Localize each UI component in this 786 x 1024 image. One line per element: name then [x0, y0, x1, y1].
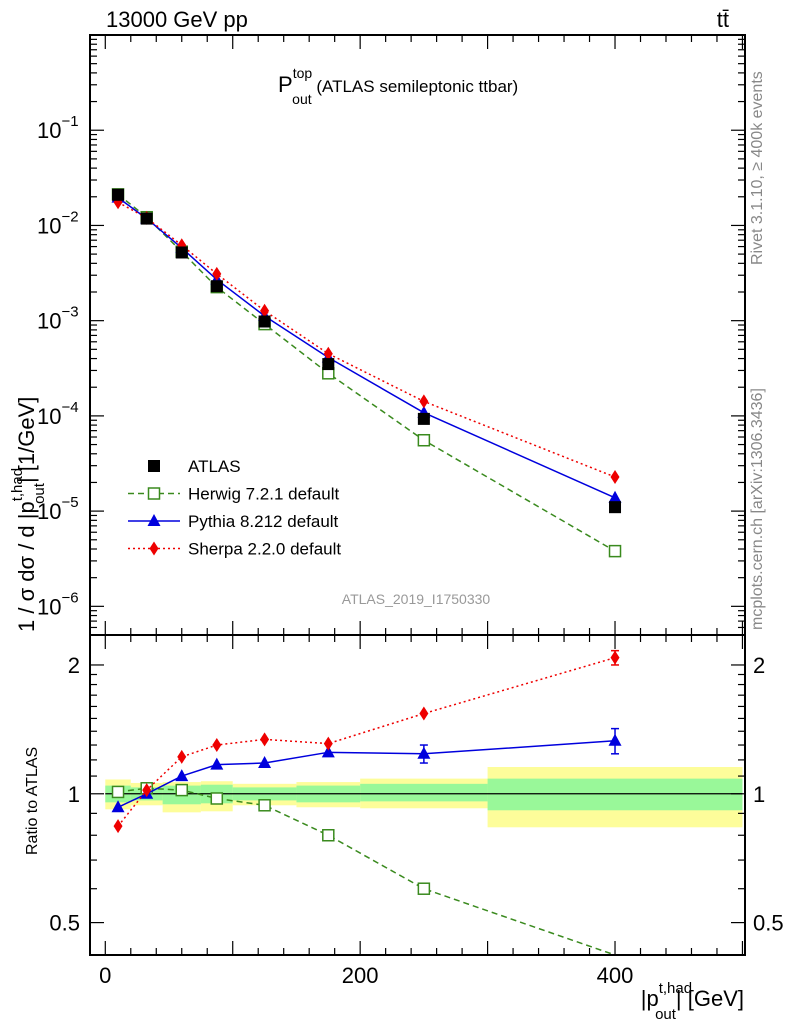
- sherpa-ratio-point: [323, 736, 333, 751]
- sherpa-ratio-point: [610, 650, 620, 665]
- main-axes: 10−6 10−5 10−4 10−3 10−2 10−1: [37, 34, 745, 636]
- atlas-point: [258, 315, 271, 328]
- pythia-ratio-point: [608, 733, 622, 746]
- sherpa-point: [610, 470, 620, 485]
- atlas-point: [417, 412, 430, 425]
- atlas-legend-marker: [148, 460, 160, 472]
- sherpa-ratio-point: [419, 706, 429, 721]
- sherpa-legend-label: Sherpa 2.2.0 default: [188, 540, 341, 559]
- legend: ATLAS Herwig 7.2.1 default Pythia 8.212 de…: [128, 457, 341, 559]
- pythia-ratio-point: [258, 756, 272, 769]
- pythia-ratio-point: [111, 800, 125, 813]
- pythia-legend-marker: [147, 514, 161, 526]
- sherpa-point: [260, 303, 270, 318]
- main-title: Ptop out (ATLAS semileptonic ttbar): [278, 65, 518, 107]
- herwig-ratio-point: [175, 783, 189, 797]
- sherpa-ratio-point: [260, 732, 270, 747]
- herwig-point: [417, 433, 431, 447]
- analysis-id-label: ATLAS_2019_I1750330: [342, 591, 491, 607]
- sherpa-point: [419, 394, 429, 409]
- atlas-point: [140, 212, 153, 225]
- herwig-ratio-point: [210, 792, 224, 805]
- ratio-y-tick-label: 2: [68, 653, 80, 678]
- herwig-ratio-point: [258, 799, 271, 812]
- main-y-tick-label: 10−4: [37, 399, 79, 429]
- ratio-y-axis-label: Ratio to ATLAS: [24, 747, 41, 855]
- ratio-y-tick-label: 1: [68, 782, 80, 807]
- atlas-point: [322, 358, 335, 371]
- x-tick-label: 200: [342, 963, 379, 988]
- sherpa-ratio-point: [113, 819, 123, 834]
- sherpa-point: [212, 266, 222, 281]
- main-y-tick-label: 10−3: [37, 304, 79, 334]
- main-y-tick-label: 10−2: [37, 208, 79, 238]
- atlas-legend-label: ATLAS: [188, 457, 241, 476]
- pythia-legend-label: Pythia 8.212 default: [188, 512, 339, 531]
- pythia-ratio-line: [117, 740, 616, 808]
- herwig-point: [608, 544, 622, 558]
- sherpa-ratio-point: [177, 749, 187, 764]
- ratio-y-tick-label-right: 0.5: [753, 911, 784, 936]
- main-y-axis-label: 1 / σ dσ / d |pt,had out| [1/GeV]: [9, 397, 48, 632]
- x-tick-label: 400: [597, 963, 634, 988]
- sherpa-ratio-line: [117, 656, 616, 827]
- x-axis-label: |pt,had out| [GeV]: [641, 980, 744, 1023]
- ratio-series-layer: [111, 649, 622, 956]
- ratio-axes: 0.5 0.5 1 1 2 2 0 200 400: [49, 635, 784, 988]
- ratio-plot-frame: [89, 634, 746, 956]
- pythia-line: [117, 197, 616, 499]
- herwig-ratio-point: [322, 829, 335, 842]
- sherpa-legend-marker: [149, 541, 159, 556]
- mcplots-label: mcplots.cern.ch [arXiv:1306.3436]: [749, 388, 766, 630]
- main-y-tick-label: 10−6: [37, 589, 79, 619]
- atlas-point: [175, 246, 188, 259]
- energy-label: 13000 GeV pp: [106, 7, 248, 32]
- x-tick-label: 0: [99, 963, 111, 988]
- process-label: tt̄: [717, 7, 729, 32]
- pythia-ratio-point: [210, 757, 224, 770]
- pythia-point: [608, 490, 622, 503]
- herwig-ratio-point: [417, 882, 431, 895]
- sherpa-ratio-point: [142, 783, 152, 798]
- uncertainty-band-inner: [487, 778, 743, 811]
- ratio-y-tick-label: 0.5: [49, 911, 80, 936]
- main-series-layer: [111, 188, 622, 558]
- pythia-ratio-point: [417, 746, 431, 759]
- atlas-point: [210, 280, 223, 293]
- atlas-point: [112, 188, 125, 201]
- herwig-legend-label: Herwig 7.2.1 default: [188, 485, 339, 504]
- main-y-tick-label: 10−5: [37, 494, 79, 524]
- ratio-y-tick-label-right: 1: [753, 782, 765, 807]
- ratio-y-tick-label-right: 2: [753, 653, 765, 678]
- herwig-ratio-point: [111, 785, 125, 799]
- sherpa-point: [323, 346, 333, 361]
- herwig-legend-marker: [147, 487, 161, 500]
- sherpa-ratio-point: [212, 738, 222, 753]
- ratio-uncertainty-bands: [105, 767, 743, 828]
- pythia-ratio-point: [321, 745, 335, 758]
- rivet-version-label: Rivet 3.1.10, ≥ 400k events: [749, 71, 766, 265]
- pythia-ratio-point: [175, 769, 189, 782]
- main-y-tick-label: 10−1: [37, 113, 79, 143]
- atlas-point: [609, 501, 622, 514]
- uncertainty-band-inner: [360, 783, 488, 802]
- sherpa-line: [117, 201, 616, 478]
